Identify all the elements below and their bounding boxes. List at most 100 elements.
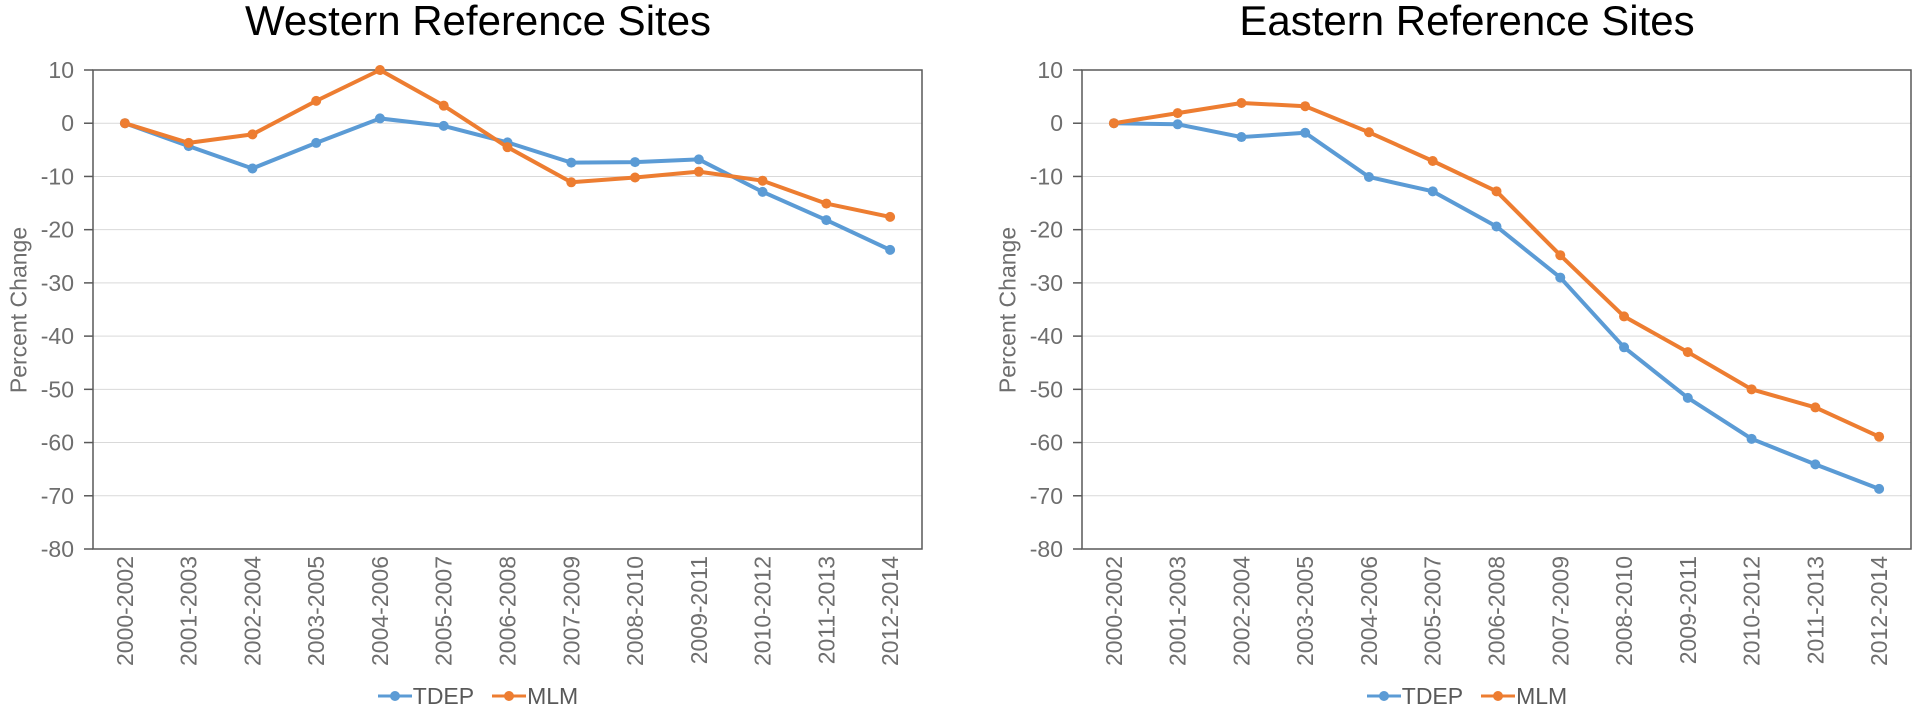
y-tick-label: -80 [1030, 536, 1063, 562]
y-tick-label: -60 [41, 430, 74, 456]
x-tick-label: 2003-2005 [1292, 556, 1318, 666]
data-point-TDEP [1555, 272, 1566, 283]
x-tick-label: 2000-2002 [112, 556, 138, 666]
legend-item-TDEP: TDEP [1366, 682, 1464, 710]
y-tick-label: -10 [41, 163, 74, 189]
data-point-TDEP [1491, 221, 1502, 232]
data-point-TDEP [757, 186, 768, 197]
y-tick-label: -20 [41, 217, 74, 243]
data-point-TDEP [1874, 483, 1885, 494]
data-point-TDEP [630, 157, 641, 168]
x-tick-label: 2010-2012 [750, 556, 776, 666]
data-point-MLM [1810, 402, 1821, 413]
chart-panel-eastern: Eastern Reference Sites Percent Change 1… [956, 0, 1912, 722]
chart-panel-western: Western Reference Sites Percent Change 1… [6, 0, 923, 710]
data-point-TDEP [247, 163, 258, 174]
y-tick-label: 0 [61, 110, 74, 136]
data-point-MLM [1555, 250, 1566, 261]
data-point-MLM [1874, 431, 1885, 442]
legend-marker-icon [377, 691, 412, 701]
data-point-MLM [566, 177, 577, 188]
legend-marker-icon [492, 691, 527, 701]
chart-title-western: Western Reference Sites [244, 0, 712, 44]
plot-border [1081, 69, 1912, 550]
line-chart-eastern: 10 0 -10 -20 -30 -40 -50 -60 -70 -80 2000-2002 2001… [1030, 57, 1912, 666]
x-tick-label: 2001-2003 [1165, 556, 1191, 666]
data-point-MLM [374, 65, 385, 75]
data-point-MLM [247, 129, 258, 140]
data-point-MLM [119, 118, 130, 129]
data-point-MLM [885, 211, 896, 222]
data-point-MLM [693, 166, 704, 177]
data-point-TDEP [1427, 186, 1438, 197]
data-point-MLM [1427, 156, 1438, 167]
legend-label: MLM [1516, 682, 1568, 709]
legend-eastern: TDEP MLM [989, 680, 1912, 712]
data-point-MLM [311, 95, 322, 106]
data-point-MLM [630, 172, 641, 183]
x-tick-label: 2006-2008 [1484, 556, 1510, 666]
legend-label: TDEP [1401, 682, 1464, 709]
data-point-MLM [757, 175, 768, 186]
data-point-MLM [1236, 97, 1247, 108]
data-point-TDEP [693, 154, 704, 165]
data-point-MLM [1682, 347, 1693, 358]
data-point-MLM [1172, 108, 1183, 119]
data-point-TDEP [374, 113, 385, 124]
data-point-TDEP [438, 120, 449, 131]
x-tick-label: 2009-2011 [1675, 556, 1701, 664]
legend-marker-icon [1481, 691, 1516, 701]
data-point-TDEP [821, 215, 832, 226]
x-tick-label: 2000-2002 [1101, 556, 1127, 666]
series-line-TDEP [1111, 121, 1882, 491]
x-tick-label: 2003-2005 [303, 556, 329, 666]
x-tick-label: 2007-2009 [1547, 556, 1573, 666]
data-point-MLM [438, 100, 449, 111]
data-point-TDEP [1682, 392, 1693, 403]
y-tick-label: -30 [1030, 270, 1063, 296]
data-point-MLM [1619, 311, 1630, 322]
legend-label: MLM [527, 682, 579, 709]
x-tick-label: 2008-2010 [622, 556, 648, 666]
data-point-MLM [821, 198, 832, 209]
legend-label: TDEP [412, 682, 475, 709]
y-tick-label: -50 [41, 376, 74, 402]
y-tick-label: -60 [1030, 430, 1063, 456]
y-tick-label: 10 [1037, 57, 1063, 83]
data-point-TDEP [1300, 127, 1311, 138]
x-tick-label: 2011-2013 [813, 556, 839, 664]
y-tick-label: -10 [1030, 163, 1063, 189]
x-tick-label: 2007-2009 [558, 556, 584, 666]
data-point-TDEP [1172, 119, 1183, 130]
y-tick-label: -40 [41, 323, 74, 349]
y-tick-label: -70 [41, 483, 74, 509]
y-tick-label: -30 [41, 270, 74, 296]
x-tick-label: 2011-2013 [1802, 556, 1828, 664]
legend-item-MLM: MLM [492, 683, 578, 710]
line-chart-western: 10 0 -10 -20 -30 -40 -50 -60 -70 -80 2000-2002 2001… [41, 57, 923, 666]
y-tick-label: -50 [1030, 376, 1063, 402]
data-point-MLM [1491, 186, 1502, 197]
x-tick-label: 2005-2007 [1420, 556, 1446, 666]
x-tick-label: 2009-2011 [686, 556, 712, 664]
y-tick-label: -80 [41, 536, 74, 562]
x-tick-label: 2012-2014 [877, 556, 903, 666]
data-point-TDEP [1236, 132, 1247, 143]
x-tick-label: 2001-2003 [176, 556, 202, 666]
data-point-TDEP [566, 157, 577, 168]
legend-item-TDEP: TDEP [377, 682, 475, 710]
y-tick-label: 0 [1050, 110, 1063, 136]
y-tick-label: 10 [48, 57, 74, 83]
data-point-MLM [1746, 384, 1757, 395]
legend-marker-icon [1366, 691, 1401, 701]
data-point-MLM [1363, 127, 1374, 138]
x-tick-label: 2002-2004 [239, 556, 265, 666]
legend-item-MLM: MLM [1481, 683, 1567, 710]
plot-border [92, 69, 923, 550]
x-tick-label: 2004-2006 [1356, 556, 1382, 666]
data-point-TDEP [311, 137, 322, 148]
data-point-TDEP [1363, 171, 1374, 182]
x-tick-label: 2008-2010 [1611, 556, 1637, 666]
x-tick-label: 2005-2007 [431, 556, 457, 666]
